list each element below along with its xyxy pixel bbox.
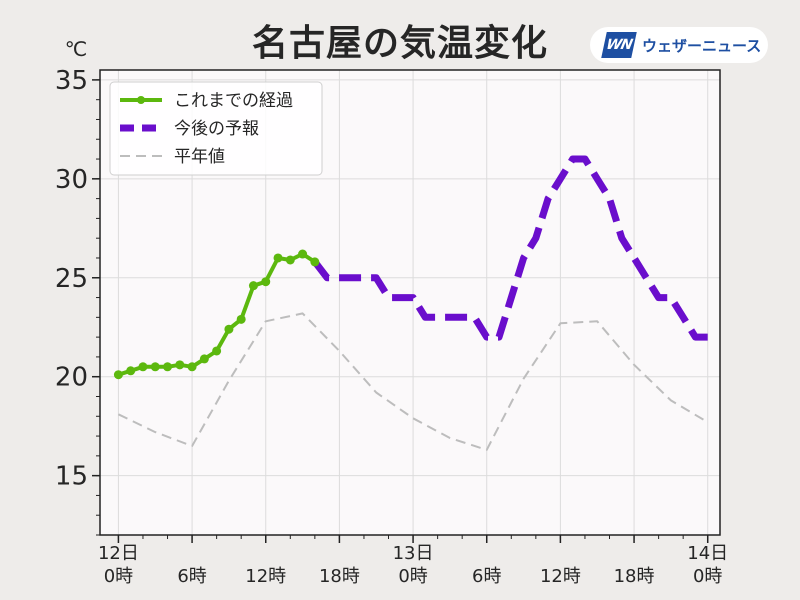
y-tick-label: 15 xyxy=(55,462,88,492)
x-tick-hour-label: 12時 xyxy=(540,566,581,587)
page-title: 名古屋の気温変化 xyxy=(251,23,548,64)
data-point-observed xyxy=(310,257,320,267)
data-point-observed xyxy=(163,362,173,372)
grid-lines xyxy=(100,70,720,535)
data-point-observed xyxy=(113,370,123,380)
series-layer xyxy=(113,155,709,451)
series-line-normal xyxy=(117,312,709,451)
series-line-forecast xyxy=(312,155,708,341)
x-tick-hour-label: 6時 xyxy=(472,566,501,587)
data-point-observed xyxy=(187,362,197,372)
data-point-observed xyxy=(224,324,234,334)
data-point-observed xyxy=(285,255,295,265)
y-tick-label: 30 xyxy=(55,165,88,195)
x-tick-day-label: 14日 xyxy=(687,543,728,564)
legend-marker-observed xyxy=(137,96,145,104)
legend-label-observed: これまでの経過 xyxy=(174,91,293,111)
x-tick-hour-label: 0時 xyxy=(693,566,722,587)
y-tick-label: 20 xyxy=(55,363,88,393)
data-point-observed xyxy=(138,362,148,372)
data-point-observed xyxy=(175,360,185,370)
y-axis-unit-label: ℃ xyxy=(65,37,87,61)
x-tick-day-label: 13日 xyxy=(393,543,434,564)
data-point-observed xyxy=(261,277,271,287)
x-tick-hour-label: 6時 xyxy=(177,566,206,587)
data-point-observed xyxy=(273,253,283,263)
x-tick-hour-label: 0時 xyxy=(398,566,427,587)
brand-logo-text: ウェザーニュース xyxy=(642,36,762,55)
x-tick-hour-label: 18時 xyxy=(319,566,360,587)
data-point-observed xyxy=(212,346,222,356)
data-point-observed xyxy=(236,314,246,324)
legend-label-normal: 平年値 xyxy=(174,147,225,167)
y-tick-label: 25 xyxy=(55,264,88,294)
data-point-observed xyxy=(126,366,136,376)
data-point-observed xyxy=(199,354,209,364)
x-tick-hour-label: 0時 xyxy=(104,566,133,587)
legend-label-forecast: 今後の予報 xyxy=(174,119,259,139)
x-tick-hour-label: 12時 xyxy=(245,566,286,587)
plot-frame xyxy=(99,69,721,536)
x-tick-day-label: 12日 xyxy=(98,543,139,564)
x-tick-hour-label: 18時 xyxy=(614,566,655,587)
y-tick-label: 35 xyxy=(55,66,88,96)
data-point-observed xyxy=(298,249,308,259)
brand-logo: WN ウェザーニュース xyxy=(590,27,768,63)
legend-box xyxy=(109,81,323,176)
data-point-observed xyxy=(248,281,258,291)
data-point-observed xyxy=(150,362,160,372)
